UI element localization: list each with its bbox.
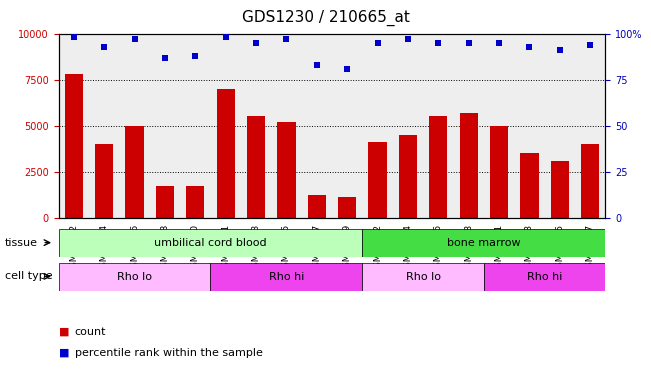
Text: Rho hi: Rho hi	[269, 272, 304, 282]
Point	[524, 44, 534, 50]
Point	[159, 55, 170, 61]
Bar	[551, 162, 569, 218]
Bar	[210, 262, 363, 291]
Point	[403, 36, 413, 42]
Bar	[460, 113, 478, 218]
Text: percentile rank within the sample: percentile rank within the sample	[75, 348, 263, 357]
Text: ■: ■	[59, 348, 69, 357]
Text: Rho lo: Rho lo	[117, 272, 152, 282]
Point	[433, 40, 443, 46]
Text: GDS1230 / 210665_at: GDS1230 / 210665_at	[242, 9, 409, 26]
Bar	[429, 116, 447, 218]
Point	[555, 47, 565, 53]
Bar	[217, 89, 235, 218]
Bar	[490, 126, 508, 218]
Text: bone marrow: bone marrow	[447, 238, 521, 248]
Bar	[308, 195, 326, 217]
Point	[130, 36, 140, 42]
Bar	[338, 197, 356, 217]
Text: tissue: tissue	[5, 238, 38, 248]
Bar	[363, 262, 484, 291]
Point	[342, 66, 352, 72]
Point	[190, 53, 201, 59]
Text: count: count	[75, 327, 106, 337]
Point	[251, 40, 261, 46]
Bar	[186, 186, 204, 218]
Text: ■: ■	[59, 327, 69, 337]
Point	[99, 44, 109, 50]
Bar	[399, 135, 417, 218]
Text: Rho hi: Rho hi	[527, 272, 562, 282]
Point	[585, 42, 596, 48]
Point	[494, 40, 505, 46]
Point	[68, 34, 79, 40]
Bar	[64, 74, 83, 217]
Bar	[95, 144, 113, 218]
Bar	[59, 262, 210, 291]
Bar	[368, 142, 387, 218]
Bar	[126, 126, 144, 218]
Point	[221, 34, 231, 40]
Text: umbilical cord blood: umbilical cord blood	[154, 238, 267, 248]
Point	[281, 36, 292, 42]
Point	[312, 62, 322, 68]
Bar	[59, 229, 363, 257]
Bar	[247, 116, 265, 218]
Bar	[363, 229, 605, 257]
Bar	[520, 153, 538, 218]
Bar	[581, 144, 600, 218]
Point	[372, 40, 383, 46]
Bar	[484, 262, 605, 291]
Text: Rho lo: Rho lo	[406, 272, 441, 282]
Text: cell type: cell type	[5, 272, 53, 281]
Bar	[156, 186, 174, 218]
Point	[464, 40, 474, 46]
Bar	[277, 122, 296, 218]
